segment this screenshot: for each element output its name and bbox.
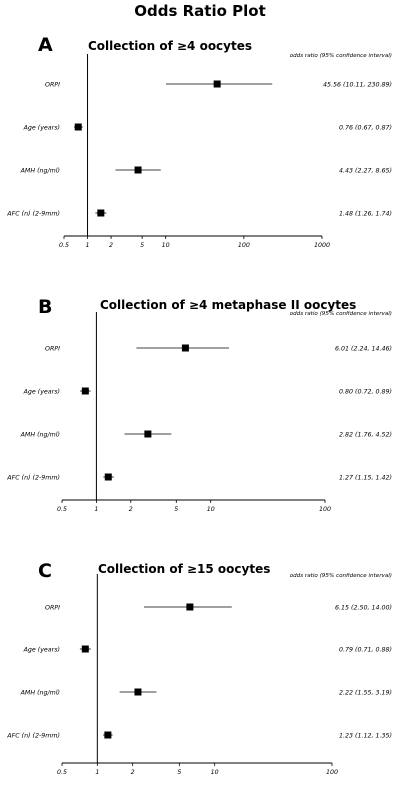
panel-b-letter: B xyxy=(38,296,53,318)
panel-a-point-estimate xyxy=(97,209,105,217)
panel-a-row-label: AMH (ng/ml) xyxy=(20,168,60,175)
panel-a-title: Collection of ≥4 oocytes xyxy=(88,39,253,53)
panel-a-or-label: 4.43 (2.27, 8.65) xyxy=(339,168,392,175)
panel-c-title: Collection of ≥15 oocytes xyxy=(98,562,271,576)
panel-b-point-estimate xyxy=(104,473,112,481)
panel-c-or-label: 2.22 (1.55, 3.19) xyxy=(339,690,392,697)
panel-c-or-label: 0.79 (0.71, 0.88) xyxy=(339,647,392,654)
panel-c-row-label: AFC (n) (2-9mm) xyxy=(6,733,60,740)
panel-c-or-label: 6.15 (2.50, 14.00) xyxy=(335,605,392,612)
panel-c-or-label: 1.23 (1.12, 1.35) xyxy=(339,733,392,740)
panel-a-x-tick-label: 2 xyxy=(109,242,113,249)
panel-b-row-label: AFC (n) (2-9mm) xyxy=(6,475,60,482)
panel-b-or-label: 1.27 (1.15, 1.42) xyxy=(339,475,392,482)
panel-b-x-tick-label: 5 xyxy=(174,506,178,513)
panel-c-x-tick-label: 10 xyxy=(211,769,219,776)
panel-b-x-tick-label: 1 xyxy=(94,506,98,513)
panel-a-or-label: 0.76 (0.67, 0.87) xyxy=(339,125,392,132)
panel-c-forest-plot: 0.5 1 2 5 10 100 odds ratio (95% confidence in… xyxy=(6,573,392,776)
panel-a-x-tick-label: 10 xyxy=(162,242,170,249)
figure-title: Odds Ratio Plot xyxy=(134,2,266,20)
panel-c-row-label: AMH (ng/ml) xyxy=(20,690,60,697)
panel-a-or-label: 1.48 (1.26, 1.74) xyxy=(339,211,392,218)
panel-b: B Collection of ≥4 metaphase II oocytes … xyxy=(0,296,400,516)
panel-a-ci-header: odds ratio (95% confidence interval) xyxy=(290,53,392,59)
panel-c-point-estimate xyxy=(81,645,89,653)
panel-a-x-tick-label: 1000 xyxy=(314,242,330,249)
panel-c-x-tick-label: 5 xyxy=(177,769,181,776)
panel-c-row-label: ORPI xyxy=(45,605,60,612)
panel-c-ci-header: odds ratio (95% confidence interval) xyxy=(290,573,392,579)
panel-a-row-label: AFC (n) (2-9mm) xyxy=(6,211,60,218)
panel-b-or-label: 6.01 (2.24, 14.46) xyxy=(335,346,392,353)
panel-c-x-tick-label: 2 xyxy=(131,769,135,776)
panel-b-x-tick-label: 2 xyxy=(129,506,133,513)
panel-a: A Collection of ≥4 oocytes 0.5 1 2 5 10 100 10… xyxy=(0,34,400,254)
panel-a-point-estimate xyxy=(213,80,221,88)
panel-b-row-label: ORPI xyxy=(45,346,60,353)
panel-b-ci-header: odds ratio (95% confidence interval) xyxy=(290,311,392,317)
panel-c-row-label: Age (years) xyxy=(23,647,60,654)
panel-c-point-estimate xyxy=(134,688,142,696)
panel-b-point-estimate xyxy=(81,387,89,395)
panel-c-letter: C xyxy=(38,560,52,582)
panel-b-x-tick-label: 100 xyxy=(319,506,331,513)
panel-c-x-tick-label: 100 xyxy=(326,769,338,776)
panel-b-row-label: AMH (ng/ml) xyxy=(20,432,60,439)
panel-c-point-estimate xyxy=(186,603,194,611)
panel-a-row-label: ORPI xyxy=(45,82,60,89)
panel-b-point-estimate xyxy=(144,430,152,438)
panel-c-point-estimate xyxy=(104,731,112,739)
panel-a-forest-plot: 0.5 1 2 5 10 100 1000 odds ratio (95% confidenc… xyxy=(6,53,392,249)
panel-a-x-tick-label: 5 xyxy=(140,242,144,249)
panel-c-x-tick-label: 0.5 xyxy=(57,769,67,776)
panel-a-point-estimate xyxy=(134,166,142,174)
panel-b-title: Collection of ≥4 metaphase II oocytes xyxy=(100,298,357,312)
panel-b-or-label: 0.80 (0.72, 0.89) xyxy=(339,389,392,396)
panel-b-x-tick-label: 10 xyxy=(207,506,215,513)
panel-a-row-label: Age (years) xyxy=(23,125,60,132)
panel-c-x-tick-label: 1 xyxy=(95,769,99,776)
panel-b-row-label: Age (years) xyxy=(23,389,60,396)
panel-a-letter: A xyxy=(38,34,53,56)
panel-b-or-label: 2.82 (1.76, 4.52) xyxy=(339,432,392,439)
panel-c: C Collection of ≥15 oocytes 0.5 1 2 5 10 100 o… xyxy=(0,560,400,780)
panel-b-x-tick-label: 0.5 xyxy=(57,506,67,513)
panel-a-x-tick-label: 0.5 xyxy=(59,242,69,249)
panel-a-or-label: 45.56 (10.11, 230.89) xyxy=(323,82,392,89)
panel-b-point-estimate xyxy=(181,344,189,352)
panel-a-x-tick-label: 100 xyxy=(238,242,250,249)
panel-a-point-estimate xyxy=(74,123,82,131)
panel-a-x-tick-label: 1 xyxy=(86,242,90,249)
panel-b-forest-plot: 0.5 1 2 5 10 100 odds ratio (95% confidence in… xyxy=(6,311,392,513)
